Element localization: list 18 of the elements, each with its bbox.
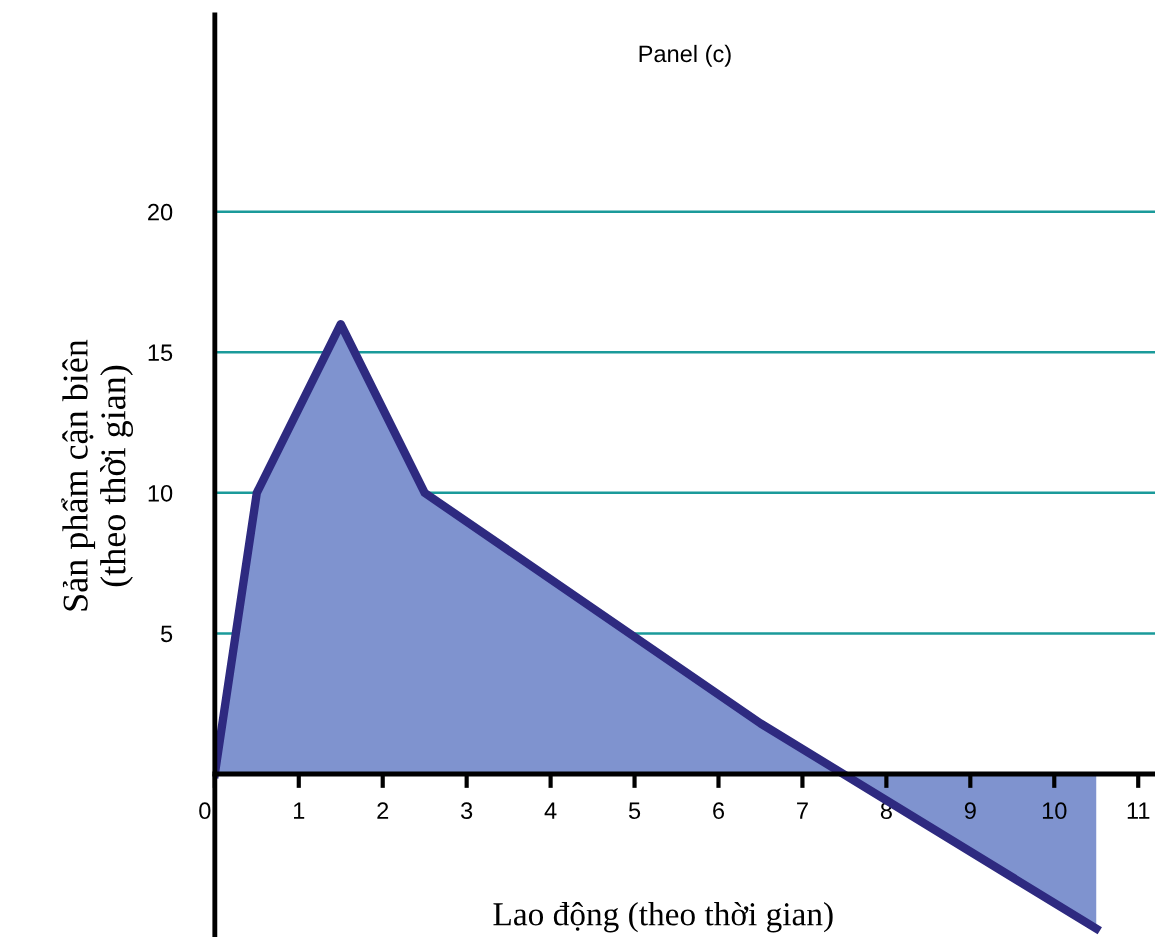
x-tick-label: 11	[1127, 802, 1150, 819]
x-tick-label: 7	[797, 802, 808, 819]
x-tick-label: 6	[713, 802, 725, 820]
y-tick-label: 10	[148, 484, 173, 502]
y-tick-label: 5	[160, 625, 173, 643]
y-tick-label: 15	[148, 344, 173, 362]
x-tick-label: 4	[544, 802, 557, 819]
x-tick-label: 10	[1042, 802, 1067, 820]
x-tick-label: 0	[199, 802, 211, 820]
y-axis-title: Sản phẩm cận biên (theo thời gian)	[61, 339, 134, 611]
x-tick-label: 2	[377, 802, 389, 819]
x-tick-label: 1	[294, 802, 305, 819]
x-tick-label: 9	[964, 802, 976, 820]
x-axis-title: Lao động (theo thời gian)	[493, 902, 833, 933]
x-tick-label: 3	[461, 802, 473, 820]
text: Panel (c)	[639, 44, 731, 67]
x-tick-label: 5	[628, 802, 641, 820]
y-tick-label: 20	[148, 203, 173, 221]
